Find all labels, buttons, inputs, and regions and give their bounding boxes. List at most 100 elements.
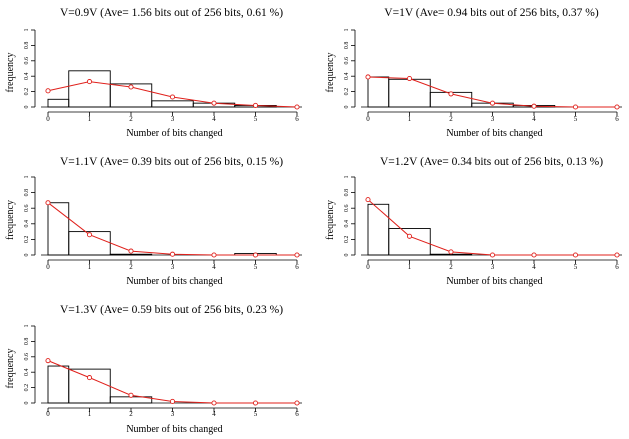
chart-panel-4: V=1.2V (Ave= 0.34 bits out of 256 bits, … [325, 156, 622, 287]
x-tick-label: 2 [129, 263, 133, 271]
expected-curve-point [489, 252, 496, 258]
expected-curve-point [531, 252, 537, 258]
histogram-bar [367, 203, 390, 256]
x-tick-label: 4 [532, 263, 536, 271]
expected-curve-point [614, 104, 620, 110]
y-tick-label: 1 [24, 325, 30, 328]
expected-curve-point [572, 104, 579, 110]
x-tick-label: 4 [212, 115, 216, 123]
y-axis-label: frequency [5, 349, 16, 389]
y-tick-label: 0.8 [24, 42, 30, 50]
x-tick-label: 2 [449, 115, 453, 123]
x-tick-label: 2 [129, 115, 133, 123]
x-tick-label: 0 [366, 115, 370, 123]
expected-curve-point [169, 398, 176, 405]
chart-panel-5: V=1.3V (Ave= 0.59 bits out of 256 bits, … [5, 304, 302, 435]
y-tick-label: 0.4 [24, 368, 30, 376]
y-tick-label: 0 [344, 254, 350, 257]
expected-curve-point [294, 400, 300, 406]
expected-curve-point [614, 252, 620, 258]
y-tick-label: 1 [24, 29, 30, 32]
expected-curve-point [128, 392, 134, 398]
x-axis-label: Number of bits changed [446, 128, 542, 139]
x-tick-label: 6 [615, 115, 619, 123]
y-axis-label: frequency [5, 200, 16, 240]
expected-curve-point [128, 84, 134, 90]
x-tick-label: 3 [171, 410, 175, 418]
x-tick-label: 6 [295, 115, 299, 123]
expected-curve-point [252, 400, 259, 406]
x-tick-label: 3 [491, 263, 495, 271]
expected-curve-point [45, 200, 51, 206]
x-tick-label: 4 [212, 263, 216, 271]
y-tick-label: 0 [24, 402, 30, 405]
y-tick-label: 0 [24, 254, 30, 257]
y-tick-label: 0.2 [24, 384, 30, 392]
expected-curve-point [252, 102, 259, 109]
y-tick-label: 0.8 [24, 189, 30, 197]
y-tick-label: 0.2 [344, 236, 350, 244]
expected-curve-point [365, 197, 371, 203]
x-tick-label: 6 [295, 410, 299, 418]
y-tick-label: 1 [344, 176, 350, 179]
expected-curve-point [448, 249, 454, 255]
y-axis-label: frequency [325, 53, 336, 93]
x-tick-label: 3 [171, 115, 175, 123]
y-axis-label: frequency [325, 200, 336, 240]
chart-title: V=1.2V (Ave= 0.34 bits out of 256 bits, … [380, 156, 603, 168]
x-tick-label: 2 [129, 410, 133, 418]
x-tick-label: 5 [254, 263, 258, 271]
x-tick-label: 6 [295, 263, 299, 271]
y-tick-label: 0.2 [24, 88, 30, 96]
x-tick-label: 1 [408, 263, 412, 271]
expected-curve-point [86, 375, 93, 381]
x-tick-label: 5 [254, 115, 258, 123]
expected-curve-point [252, 252, 259, 258]
histogram-bar [47, 365, 70, 404]
x-tick-label: 1 [408, 115, 412, 123]
x-tick-label: 4 [212, 410, 216, 418]
expected-curve-point [86, 79, 93, 85]
x-tick-label: 1 [88, 115, 92, 123]
histogram-bar [68, 368, 111, 404]
expected-curve-point [489, 100, 496, 106]
expected-curve-point [45, 358, 51, 364]
expected-curve-point [211, 400, 217, 406]
chart-title: V=0.9V (Ave= 1.56 bits out of 256 bits, … [60, 7, 283, 19]
x-tick-label: 3 [171, 263, 175, 271]
x-tick-label: 1 [88, 263, 92, 271]
y-tick-label: 0.4 [24, 220, 30, 228]
expected-curve-point [294, 104, 300, 110]
histogram-bar [367, 76, 390, 108]
y-tick-label: 0.2 [344, 88, 350, 96]
expected-curve-line [47, 202, 297, 256]
y-tick-label: 0.6 [24, 204, 30, 212]
chart-panel-1: V=0.9V (Ave= 1.56 bits out of 256 bits, … [5, 7, 302, 139]
y-tick-label: 1 [24, 176, 30, 179]
histogram-bar [151, 100, 194, 108]
y-tick-label: 1 [344, 29, 350, 32]
y-tick-label: 0.4 [344, 220, 350, 228]
chart-panel-3: V=1.1V (Ave= 0.39 bits out of 256 bits, … [5, 156, 302, 287]
x-tick-label: 4 [532, 115, 536, 123]
expected-curve-line [47, 81, 298, 108]
y-tick-label: 0.6 [344, 204, 350, 212]
x-tick-label: 6 [615, 263, 619, 271]
expected-curve-point [45, 88, 51, 94]
chart-panel-2: V=1V (Ave= 0.94 bits out of 256 bits, 0.… [325, 7, 622, 139]
x-tick-label: 0 [46, 410, 50, 418]
x-tick-label: 5 [254, 410, 258, 418]
y-tick-label: 0.8 [344, 189, 350, 197]
y-tick-label: 0.2 [24, 236, 30, 244]
expected-curve-point [294, 252, 300, 258]
x-tick-label: 0 [46, 263, 50, 271]
x-axis-label: Number of bits changed [126, 276, 222, 287]
x-tick-label: 1 [88, 410, 92, 418]
y-tick-label: 0.8 [24, 338, 30, 346]
y-tick-label: 0.8 [344, 42, 350, 50]
expected-curve-point [572, 252, 579, 258]
expected-curve-point [531, 103, 537, 109]
x-tick-label: 0 [366, 263, 370, 271]
expected-curve-point [406, 233, 413, 239]
